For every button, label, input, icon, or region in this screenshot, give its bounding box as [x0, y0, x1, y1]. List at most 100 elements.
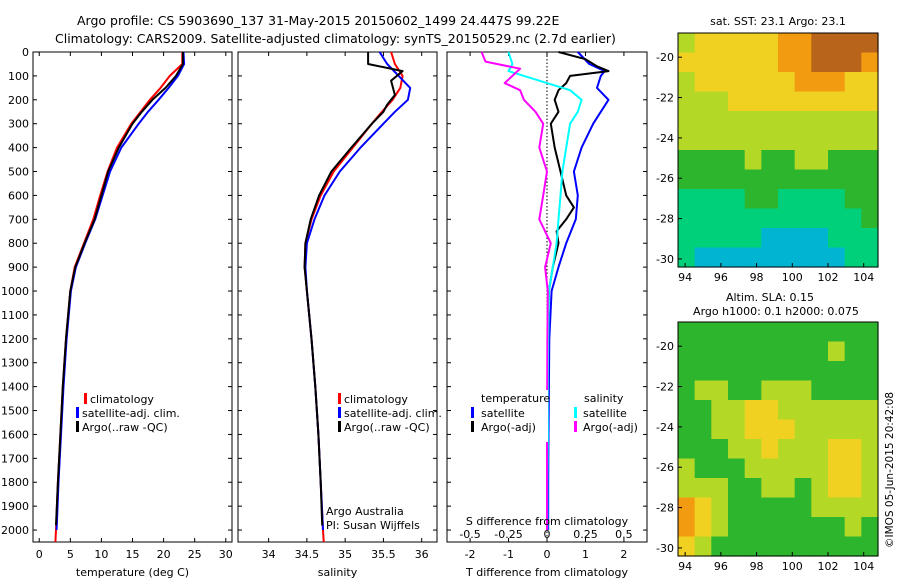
heatmap-cell	[761, 536, 779, 557]
heatmap-cell	[744, 208, 762, 229]
heatmap-cell	[794, 91, 812, 112]
heatmap-cell	[728, 497, 746, 518]
heatmap-cell	[844, 361, 862, 382]
series-line	[55, 52, 184, 526]
y-tick-label: -28	[656, 213, 674, 226]
heatmap-cell	[694, 228, 712, 249]
heatmap-cell	[811, 91, 829, 112]
heatmap-cell	[861, 189, 879, 210]
heatmap-cell	[794, 150, 812, 171]
heatmap-cell	[811, 517, 829, 538]
salinity-panel: 34 34.5 35 35.5 36 salinity	[238, 51, 437, 579]
y-tick-label: 1600	[1, 428, 29, 441]
heatmap-cell	[711, 52, 729, 73]
heatmap-cell	[811, 497, 829, 518]
heatmap-cell	[694, 439, 712, 460]
heatmap-cell	[678, 497, 696, 518]
x-tick-label: 34	[262, 548, 276, 561]
heatmap-cell	[728, 536, 746, 557]
heatmap-cell	[811, 111, 829, 132]
heatmap-cell	[861, 400, 879, 421]
heatmap-cell	[711, 536, 729, 557]
heatmap-cell	[778, 169, 796, 190]
heatmap-cell	[761, 208, 779, 229]
legend-header-temperature: temperature	[481, 392, 550, 405]
heatmap-cell	[861, 517, 879, 538]
heatmap-cell	[728, 478, 746, 499]
x-tick-label: 104	[853, 271, 874, 284]
heatmap-cell	[711, 72, 729, 93]
heatmap-cell	[778, 380, 796, 401]
heatmap-cell	[728, 419, 746, 440]
y-tick-label: -20	[656, 340, 674, 353]
heatmap-cell	[844, 111, 862, 132]
heatmap-cell	[761, 322, 779, 343]
y-tick-label: 1300	[1, 357, 29, 370]
heatmap-cell	[761, 341, 779, 362]
heatmap-cell	[678, 33, 696, 54]
map-frame	[677, 32, 879, 268]
top-tick-label: 0.25	[573, 528, 598, 541]
heatmap-cell	[811, 208, 829, 229]
heatmap-cell	[778, 52, 796, 73]
heatmap-cell	[744, 497, 762, 518]
heatmap-cell	[794, 33, 812, 54]
heatmap-cell	[728, 517, 746, 538]
heatmap-cell	[844, 33, 862, 54]
heatmap-cell	[744, 458, 762, 479]
heatmap-cell	[794, 419, 812, 440]
heatmap-cell	[778, 497, 796, 518]
heatmap-cell	[678, 189, 696, 210]
heatmap-cell	[778, 150, 796, 171]
x-tick-label: 98	[750, 560, 764, 573]
heatmap-cell	[694, 497, 712, 518]
x-tick-label: 5	[67, 548, 74, 561]
heatmap-cell	[694, 33, 712, 54]
heatmap-cell	[694, 247, 712, 268]
heatmap-cell	[828, 208, 846, 229]
heatmap-cell	[744, 361, 762, 382]
heatmap-cell	[761, 169, 779, 190]
heatmap-cell	[811, 52, 829, 73]
heatmap-cell	[778, 478, 796, 499]
heatmap-cell	[711, 400, 729, 421]
heatmap-cell	[828, 33, 846, 54]
heatmap-cell	[694, 517, 712, 538]
heatmap-cell	[744, 228, 762, 249]
heatmap-cell	[844, 419, 862, 440]
heatmap-cell	[861, 91, 879, 112]
x-tick-label: 100	[782, 560, 803, 573]
legend-swatch-climatology	[338, 393, 341, 404]
heatmap-cell	[678, 536, 696, 557]
legend-label-satellite: satellite-adj. clim.	[344, 407, 442, 420]
heatmap-cell	[794, 52, 812, 73]
heatmap-cell	[844, 439, 862, 460]
heatmap-cell	[778, 400, 796, 421]
heatmap-cell	[744, 111, 762, 132]
heatmap-cell	[811, 228, 829, 249]
heatmap-cell	[844, 130, 862, 151]
heatmap-cell	[828, 72, 846, 93]
y-tick-label: 100	[8, 70, 29, 83]
heatmap-cell	[728, 189, 746, 210]
heatmap-cell	[678, 478, 696, 499]
legend-label-argo: Argo(..raw -QC)	[344, 421, 430, 434]
heatmap-cell	[711, 208, 729, 229]
heatmap-cell	[844, 517, 862, 538]
heatmap-cell	[811, 150, 829, 171]
heatmap-cell	[828, 458, 846, 479]
legend-swatch-satellite	[76, 407, 79, 418]
heatmap-cell	[794, 247, 812, 268]
heatmap-cell	[778, 419, 796, 440]
heatmap-cell	[694, 111, 712, 132]
heatmap-cell	[711, 91, 729, 112]
heatmap-cell	[778, 72, 796, 93]
heatmap-cell	[844, 322, 862, 343]
x-tick-label: 1	[582, 548, 589, 561]
legend-label-temp-satellite: satellite	[481, 407, 525, 420]
x-tick-label: 102	[818, 271, 839, 284]
heatmap-cell	[761, 111, 779, 132]
heatmap-cell	[778, 208, 796, 229]
heatmap-cell	[794, 458, 812, 479]
heatmap-cell	[794, 380, 812, 401]
